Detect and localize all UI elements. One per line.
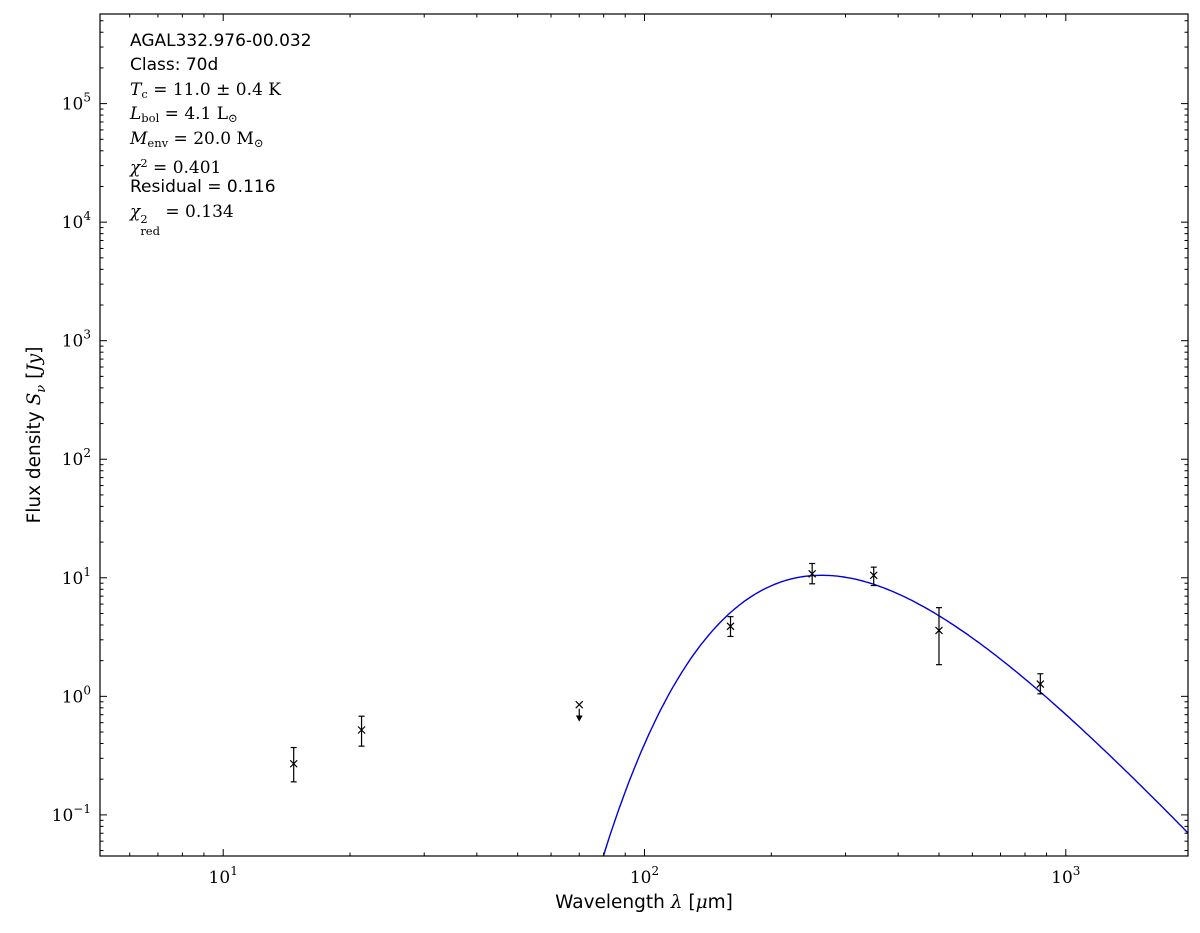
data-point <box>357 715 366 747</box>
y-axis-label: Flux density Sν [Jy] <box>24 347 49 524</box>
annotation-envelope-mass: Menv = 20.0 M⊙ <box>130 128 264 150</box>
upper-limit-arrow <box>575 715 583 722</box>
x-marker <box>1036 680 1045 688</box>
data-point <box>869 566 878 587</box>
y-tick-label: 101 <box>62 565 91 589</box>
x-tick-label: 103 <box>1051 864 1080 888</box>
annotation-dust-temperature: Tc = 11.0 ± 0.4 K <box>130 79 281 101</box>
y-tick-label: 100 <box>62 683 91 707</box>
x-marker <box>808 569 817 578</box>
axes-frame <box>99 13 1189 857</box>
annotation-bolometric-luminosity: Lbol = 4.1 L⊙ <box>130 104 238 126</box>
data-point <box>575 700 584 722</box>
tick-labels: 101 102 103 10−1 100 101 102 103 104 105 Wavelengt… <box>24 91 1080 913</box>
y-tick-label: 105 <box>62 91 91 115</box>
annotation-class: Class: 70d <box>130 55 219 76</box>
data-points <box>289 562 1045 783</box>
x-marker <box>935 626 943 635</box>
x-tick-label: 102 <box>630 864 659 888</box>
annotation-chi-squared-reduced: χ 2 red = 0.134 <box>130 201 234 239</box>
model-curve <box>602 574 1188 856</box>
x-marker <box>289 759 298 768</box>
annotation-chi-squared: χ2 = 0.401 <box>130 155 222 178</box>
annotation-source-name: AGAL332.976-00.032 <box>130 31 312 51</box>
x-marker <box>726 622 735 631</box>
x-marker <box>869 571 878 580</box>
data-point <box>808 562 817 585</box>
y-tick-label: 104 <box>62 209 92 233</box>
annotation-residual: Residual = 0.116 <box>130 177 276 198</box>
y-tick-label: 103 <box>62 328 91 352</box>
data-point <box>726 616 735 638</box>
data-point <box>289 746 298 783</box>
x-marker <box>575 700 584 709</box>
data-point <box>1036 673 1045 695</box>
x-axis-label: Wavelength λ [μm] <box>555 892 733 913</box>
x-tick-label: 101 <box>209 864 238 888</box>
annotation-block: AGAL332.976-00.032 Class: 70d Tc = 11.0 ± … <box>130 29 312 239</box>
y-tick-label: 10−1 <box>52 802 91 826</box>
y-tick-label: 102 <box>62 446 91 470</box>
ticks <box>100 14 1188 856</box>
data-point <box>935 607 943 666</box>
x-marker <box>357 726 366 734</box>
